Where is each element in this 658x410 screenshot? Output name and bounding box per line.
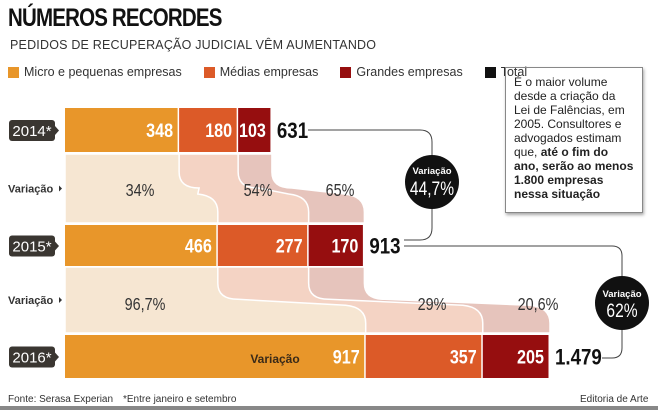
bar-micro-2 <box>65 335 365 378</box>
bar-value-label: 348 <box>146 120 173 142</box>
bar-value-label: 103 <box>239 120 266 142</box>
bar-value-label: 466 <box>185 235 212 257</box>
year-tag <box>9 346 55 368</box>
triangle-right-icon <box>59 297 62 303</box>
bar-medias-0 <box>179 108 237 152</box>
bar-value-label: 917 <box>333 346 360 368</box>
bar-medias-1 <box>217 225 308 266</box>
legend-swatch <box>8 66 19 78</box>
flow-band-micro <box>64 153 219 224</box>
legend-swatch <box>484 66 496 78</box>
year-label: 2015* <box>12 239 51 256</box>
variation-total-value: 62% <box>606 300 637 322</box>
bar-grandes-1 <box>308 225 363 266</box>
year-tag <box>9 235 55 257</box>
bar-value-label: 357 <box>450 346 477 368</box>
variation-total-title: Variação <box>602 289 641 300</box>
variation-row-label: Variação <box>8 295 54 307</box>
note-bold-text: até o fim do ano, serão ao menos 1.800 e… <box>514 145 634 201</box>
total-label: 631 <box>277 120 308 144</box>
variation-percent-label: 34% <box>126 181 155 201</box>
legend-item-micro: Micro e pequenas empresas <box>8 65 182 79</box>
legend: Micro e pequenas empresas Médias empresa… <box>8 65 549 79</box>
year-tag-pointer-icon <box>55 352 59 362</box>
variation-total-title: Variação <box>412 166 451 177</box>
variation-percent-label: 96,7% <box>125 295 166 315</box>
year-tag-pointer-icon <box>55 126 59 135</box>
variation-total-badge <box>595 276 649 330</box>
chart-title: NÚMEROS RECORDES <box>8 4 222 32</box>
inline-variation-label: Variação <box>250 352 299 366</box>
bottom-rule <box>0 406 658 410</box>
legend-swatch <box>203 66 215 78</box>
bar-value-label: 277 <box>276 235 303 257</box>
legend-item-total: Total <box>484 65 528 79</box>
variation-percent-label: 54% <box>244 181 273 201</box>
variation-percent-label: 65% <box>326 181 355 201</box>
bar-micro-0 <box>65 108 178 152</box>
legend-swatch <box>340 66 352 78</box>
year-tag <box>9 120 55 141</box>
bar-medias-2 <box>365 335 482 378</box>
legend-label: Grandes empresas <box>356 65 463 79</box>
legend-label: Total <box>500 65 528 79</box>
variation-percent-label: 29% <box>418 295 447 315</box>
year-label: 2016* <box>12 350 51 367</box>
bar-value-label: 205 <box>517 346 544 368</box>
variation-percent-label: 20,6% <box>518 295 559 315</box>
flow-band-micro <box>64 266 367 334</box>
variation-total-badge <box>405 155 459 209</box>
bar-grandes-2 <box>482 335 549 378</box>
variation-total-value: 44,7% <box>410 178 454 200</box>
year-label: 2014* <box>12 123 51 140</box>
note-text: É o maior volume desde a criação da Lei … <box>514 75 625 159</box>
bar-micro-1 <box>65 225 217 266</box>
total-label: 1.479 <box>555 346 602 370</box>
year-tag-pointer-icon <box>55 241 59 251</box>
footnote: *Entre janeiro e setembro <box>123 394 237 405</box>
legend-item-grandes: Grandes empresas <box>340 65 463 79</box>
source-note: Fonte: Serasa Experian <box>8 394 114 405</box>
bar-value-label: 170 <box>331 235 358 257</box>
variation-row-label: Variação <box>8 184 54 196</box>
legend-label: Médias empresas <box>219 65 319 79</box>
credit: Editoria de Arte <box>580 394 649 405</box>
legend-item-medias: Médias empresas <box>203 65 319 79</box>
bar-value-label: 180 <box>205 120 232 142</box>
info-note-box: É o maior volume desde a criação da Lei … <box>505 67 643 213</box>
bar-grandes-0 <box>238 108 271 152</box>
chart-subtitle: PEDIDOS DE RECUPERAÇÃO JUDICIAL VÊM AUME… <box>10 38 377 52</box>
triangle-right-icon <box>59 185 62 192</box>
total-label: 913 <box>369 235 400 259</box>
legend-label: Micro e pequenas empresas <box>24 65 182 79</box>
